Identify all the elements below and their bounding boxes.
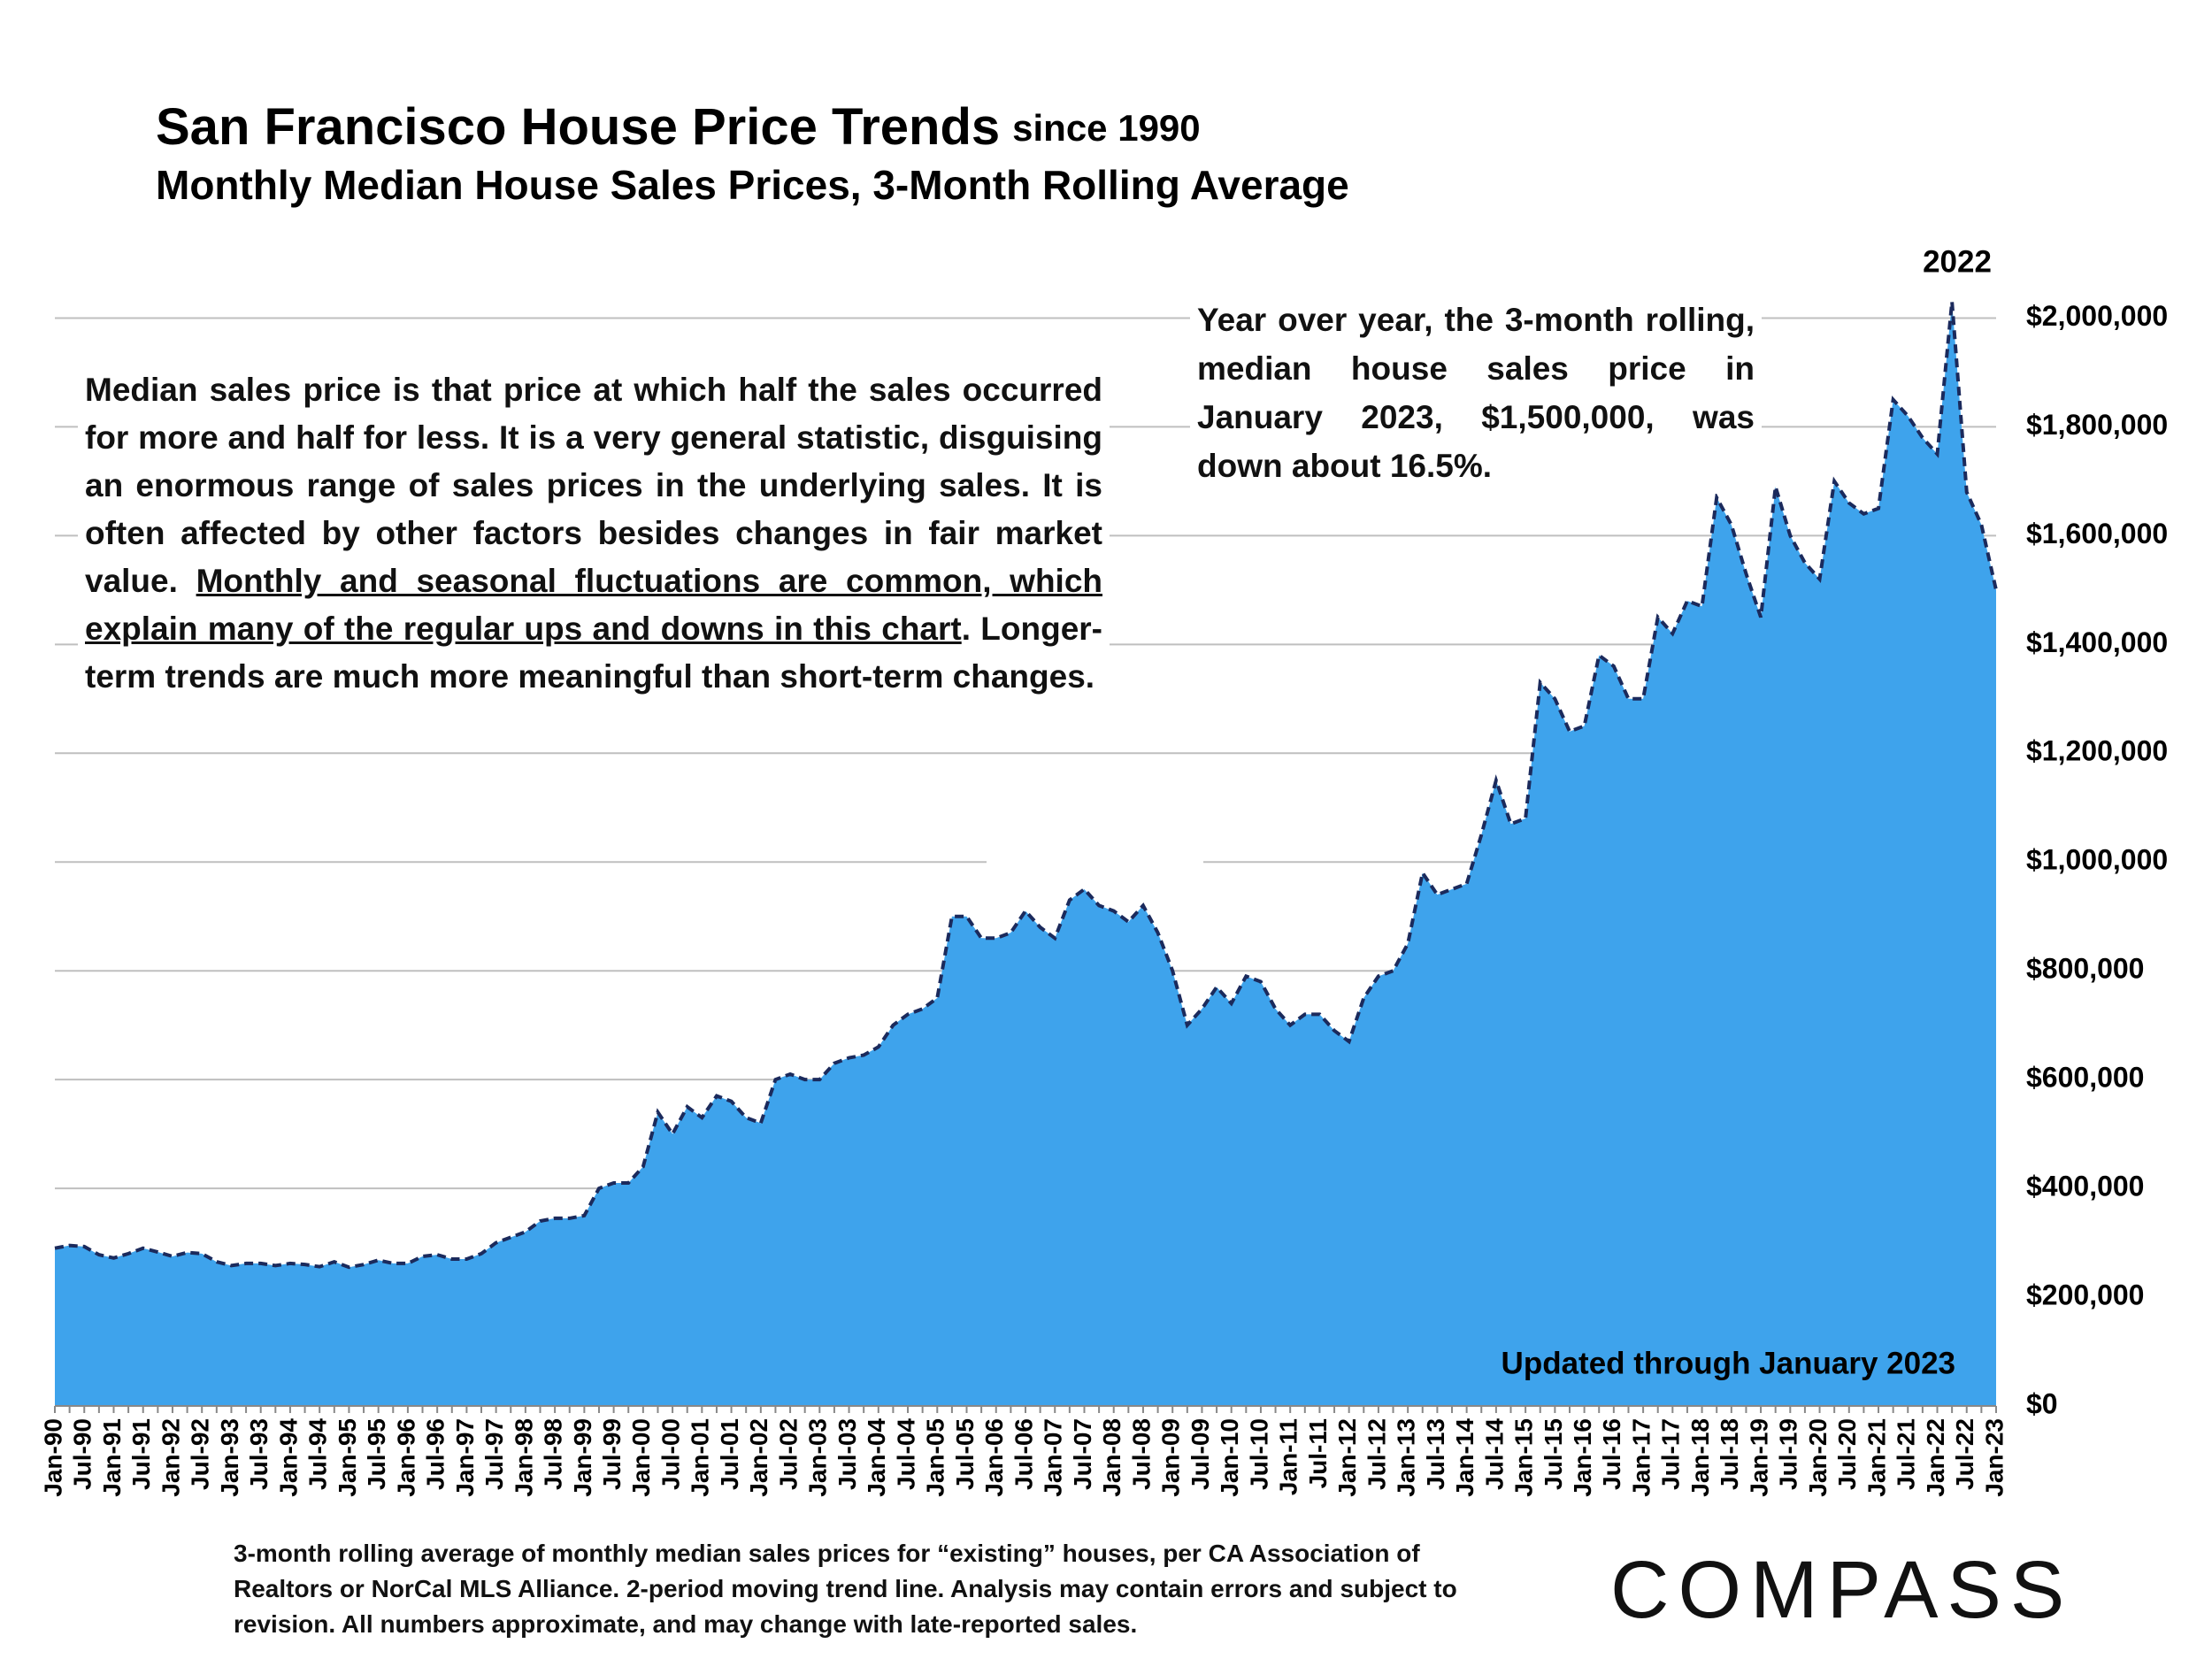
x-tick-label: Jan-93 <box>216 1418 243 1497</box>
x-tick-label: Jul-92 <box>187 1418 214 1490</box>
note-box: Median sales price is that price at whic… <box>78 363 1110 704</box>
x-tick-label: Jan-17 <box>1627 1418 1655 1497</box>
x-tick-label: Jul-07 <box>1069 1418 1096 1490</box>
x-tick-label: Jan-13 <box>1393 1418 1420 1497</box>
chart-subtitle: Monthly Median House Sales Prices, 3-Mon… <box>156 162 1349 208</box>
x-tick-label: Jul-10 <box>1245 1418 1272 1490</box>
title-main: San Francisco House Price Trends <box>156 98 1000 156</box>
yoy-note: Year over year, the 3-month rolling, med… <box>1190 292 1762 494</box>
plot: $0 $200,000 $400,000 $600,000 $800,000 $1,000… <box>39 244 2168 1496</box>
x-tick-label: Jan-18 <box>1686 1418 1714 1497</box>
x-tick-label: Jul-91 <box>127 1418 155 1490</box>
x-tick-label: Jul-16 <box>1598 1418 1625 1490</box>
x-tick-label: Jul-90 <box>69 1418 96 1490</box>
updated-note: Updated through January 2023 <box>1502 1346 1955 1380</box>
x-tick-label: Jan-99 <box>569 1418 596 1497</box>
x-tick-label: Jul-21 <box>1893 1418 1920 1490</box>
x-tick-label: Jul-97 <box>480 1418 508 1490</box>
x-tick-label: Jan-02 <box>745 1418 772 1497</box>
x-tick-label: Jan-94 <box>274 1418 302 1497</box>
logo: COMPASS <box>1610 1545 2074 1635</box>
x-tick-label: Jul-08 <box>1127 1418 1155 1490</box>
note-text: Median sales price is that price at whic… <box>85 372 1102 599</box>
x-tick-label: Jan-06 <box>980 1418 1008 1497</box>
x-tick-label: Jul-93 <box>245 1418 273 1490</box>
x-tick-label: Jan-01 <box>687 1418 714 1497</box>
x-tick-label: Jan-20 <box>1804 1418 1832 1497</box>
x-tick-label: Jan-90 <box>39 1418 66 1497</box>
y-tick-label: $600,000 <box>2026 1062 2144 1094</box>
x-tick-label: Jan-96 <box>392 1418 419 1497</box>
x-tick-label: Jul-13 <box>1422 1418 1449 1490</box>
x-tick-label: Jul-06 <box>1010 1418 1037 1490</box>
x-tick-label: Jul-12 <box>1363 1418 1390 1490</box>
y-tick-label: $800,000 <box>2026 953 2144 985</box>
x-tick-label: Jan-92 <box>157 1418 184 1497</box>
y-tick-label: $400,000 <box>2026 1171 2144 1202</box>
y-tick-label: $1,400,000 <box>2026 626 2168 658</box>
x-tick-label: Jan-15 <box>1510 1418 1538 1497</box>
x-tick-label: Jul-17 <box>1657 1418 1685 1490</box>
x-tick-label: Jul-19 <box>1775 1418 1802 1490</box>
x-tick-label: Jan-12 <box>1333 1418 1361 1497</box>
chart-title: San Francisco House Price Trends since 19… <box>156 98 1201 156</box>
x-tick-label: Jul-22 <box>1951 1418 1978 1490</box>
x-tick-label: Jan-97 <box>451 1418 479 1497</box>
x-tick-label: Jan-04 <box>863 1418 890 1497</box>
x-tick-label: Jul-02 <box>774 1418 802 1490</box>
x-tick-label: Jul-15 <box>1540 1418 1567 1490</box>
x-tick-label: Jan-14 <box>1451 1418 1479 1497</box>
x-tick-label: Jul-20 <box>1833 1418 1861 1490</box>
x-tick-label: Jan-23 <box>1980 1418 2008 1497</box>
x-tick-label: Jan-21 <box>1863 1418 1890 1497</box>
x-tick-label: Jan-11 <box>1275 1418 1302 1495</box>
x-tick-label: Jan-95 <box>334 1418 361 1497</box>
x-tick-label: Jul-99 <box>598 1418 626 1490</box>
x-tick-label: Jan-98 <box>510 1418 537 1497</box>
x-tick-label: Jan-09 <box>1157 1418 1185 1497</box>
x-tick-label: Jul-01 <box>716 1418 743 1490</box>
x-tick-label: Jul-05 <box>951 1418 979 1490</box>
x-tick-label: Jul-03 <box>833 1418 861 1490</box>
x-tick-label: Jan-91 <box>98 1418 126 1497</box>
x-tick-label: Jul-14 <box>1480 1418 1508 1490</box>
peak-label: 2022 <box>1923 244 1992 279</box>
x-tick-label: Jan-19 <box>1745 1418 1772 1497</box>
label-bg <box>987 836 1203 880</box>
footnote: 3-month rolling average of monthly media… <box>234 1540 1457 1638</box>
title-suffix: since 1990 <box>1012 107 1201 149</box>
x-tick-label: Jul-00 <box>657 1418 684 1490</box>
x-tick-label: Jan-16 <box>1569 1418 1596 1497</box>
x-tick-label: Jan-08 <box>1098 1418 1125 1497</box>
y-tick-label: $1,000,000 <box>2026 844 2168 876</box>
x-tick-label: Jul-98 <box>540 1418 567 1490</box>
x-tick-label: Jan-10 <box>1216 1418 1243 1497</box>
x-tick-label: Jul-04 <box>892 1418 919 1490</box>
y-tick-label: $2,000,000 <box>2026 300 2168 332</box>
x-tick-label: Jul-94 <box>304 1418 332 1490</box>
x-tick-label: Jul-95 <box>363 1418 390 1490</box>
x-tick-label: Jan-00 <box>627 1418 655 1497</box>
y-tick-label: $0 <box>2026 1387 2058 1419</box>
trend-line <box>54 301 1998 1270</box>
x-tick-label: Jul-18 <box>1716 1418 1743 1490</box>
x-tick-label: Jul-11 <box>1304 1418 1332 1488</box>
x-tick-label: Jul-96 <box>422 1418 449 1490</box>
y-tick-label: $1,800,000 <box>2026 409 2168 441</box>
x-tick-label: Jul-09 <box>1187 1418 1214 1490</box>
note-text: . Longer-term trends are much more meani… <box>85 611 1103 695</box>
note-underlined: Monthly and seasonal fluctuations are co… <box>85 563 1102 647</box>
x-tick-label: Jan-22 <box>1922 1418 1949 1497</box>
x-tick-label: Jan-07 <box>1040 1418 1067 1497</box>
x-tick-label: Jan-03 <box>804 1418 832 1497</box>
y-tick-label: $200,000 <box>2026 1279 2144 1311</box>
y-tick-label: $1,600,000 <box>2026 518 2168 549</box>
y-tick-label: $1,200,000 <box>2026 735 2168 767</box>
area <box>55 302 1996 1406</box>
x-tick-label: Jan-05 <box>922 1418 949 1497</box>
